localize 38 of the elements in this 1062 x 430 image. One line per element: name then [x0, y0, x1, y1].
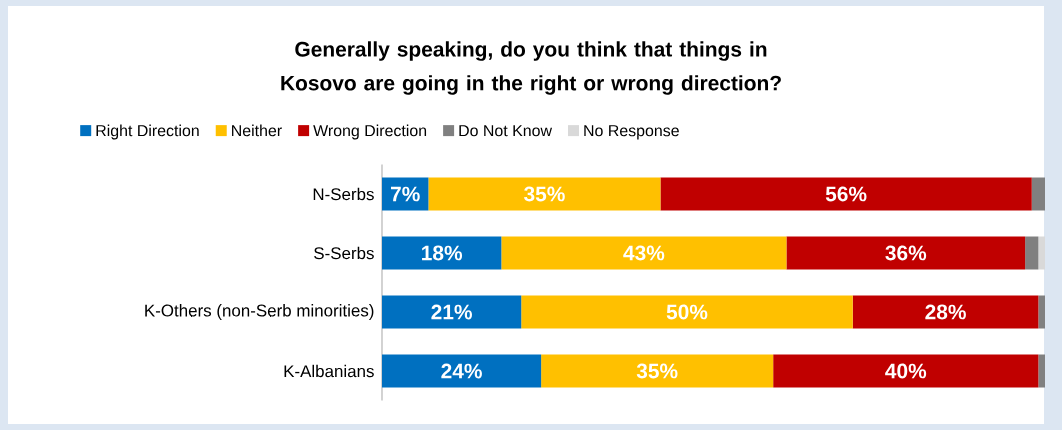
bar [1038, 295, 1046, 329]
data-label: 18% [422, 245, 463, 261]
y-tick-label: K-Others (non-Serb minorities) [145, 304, 374, 320]
bar [1038, 236, 1046, 270]
legend-label: Right Direction [96, 124, 199, 140]
data-label: 50% [666, 304, 708, 320]
data-label: 35% [636, 363, 678, 379]
bar [428, 177, 661, 211]
data-label: 24% [441, 363, 482, 379]
bar [852, 295, 1039, 329]
bar [501, 236, 787, 270]
data-label: 35% [523, 186, 565, 202]
legend-label: Wrong Direction [313, 124, 427, 140]
legend-label: No Response [584, 125, 679, 140]
bar [1038, 354, 1046, 388]
y-tick-label: N-Serbs [313, 187, 374, 201]
bar [660, 177, 1032, 211]
y-tick-label: S-Serbs [314, 246, 374, 260]
data-label: 40% [885, 363, 927, 379]
legend-label: Do Not Know [459, 125, 553, 137]
data-label: 56% [825, 186, 867, 202]
data-label: 7% [391, 186, 420, 202]
data-label: 36% [885, 245, 927, 261]
data-label: 21% [431, 304, 472, 320]
y-tick-label: K-Albanians [284, 364, 374, 378]
bar [1025, 236, 1039, 270]
bar [521, 295, 853, 329]
bar [786, 236, 1026, 270]
bar [1031, 177, 1046, 211]
bar [382, 236, 502, 270]
data-label: 28% [925, 304, 966, 320]
legend-label: Neither [232, 124, 282, 137]
bar [382, 295, 522, 329]
bar [382, 354, 542, 388]
data-label: 43% [623, 245, 665, 261]
chart-title: Generally speaking, do you think that things in Kosovo are going in the right or wrong direction? [281, 41, 781, 95]
bar [541, 354, 774, 388]
bar [773, 354, 1039, 388]
